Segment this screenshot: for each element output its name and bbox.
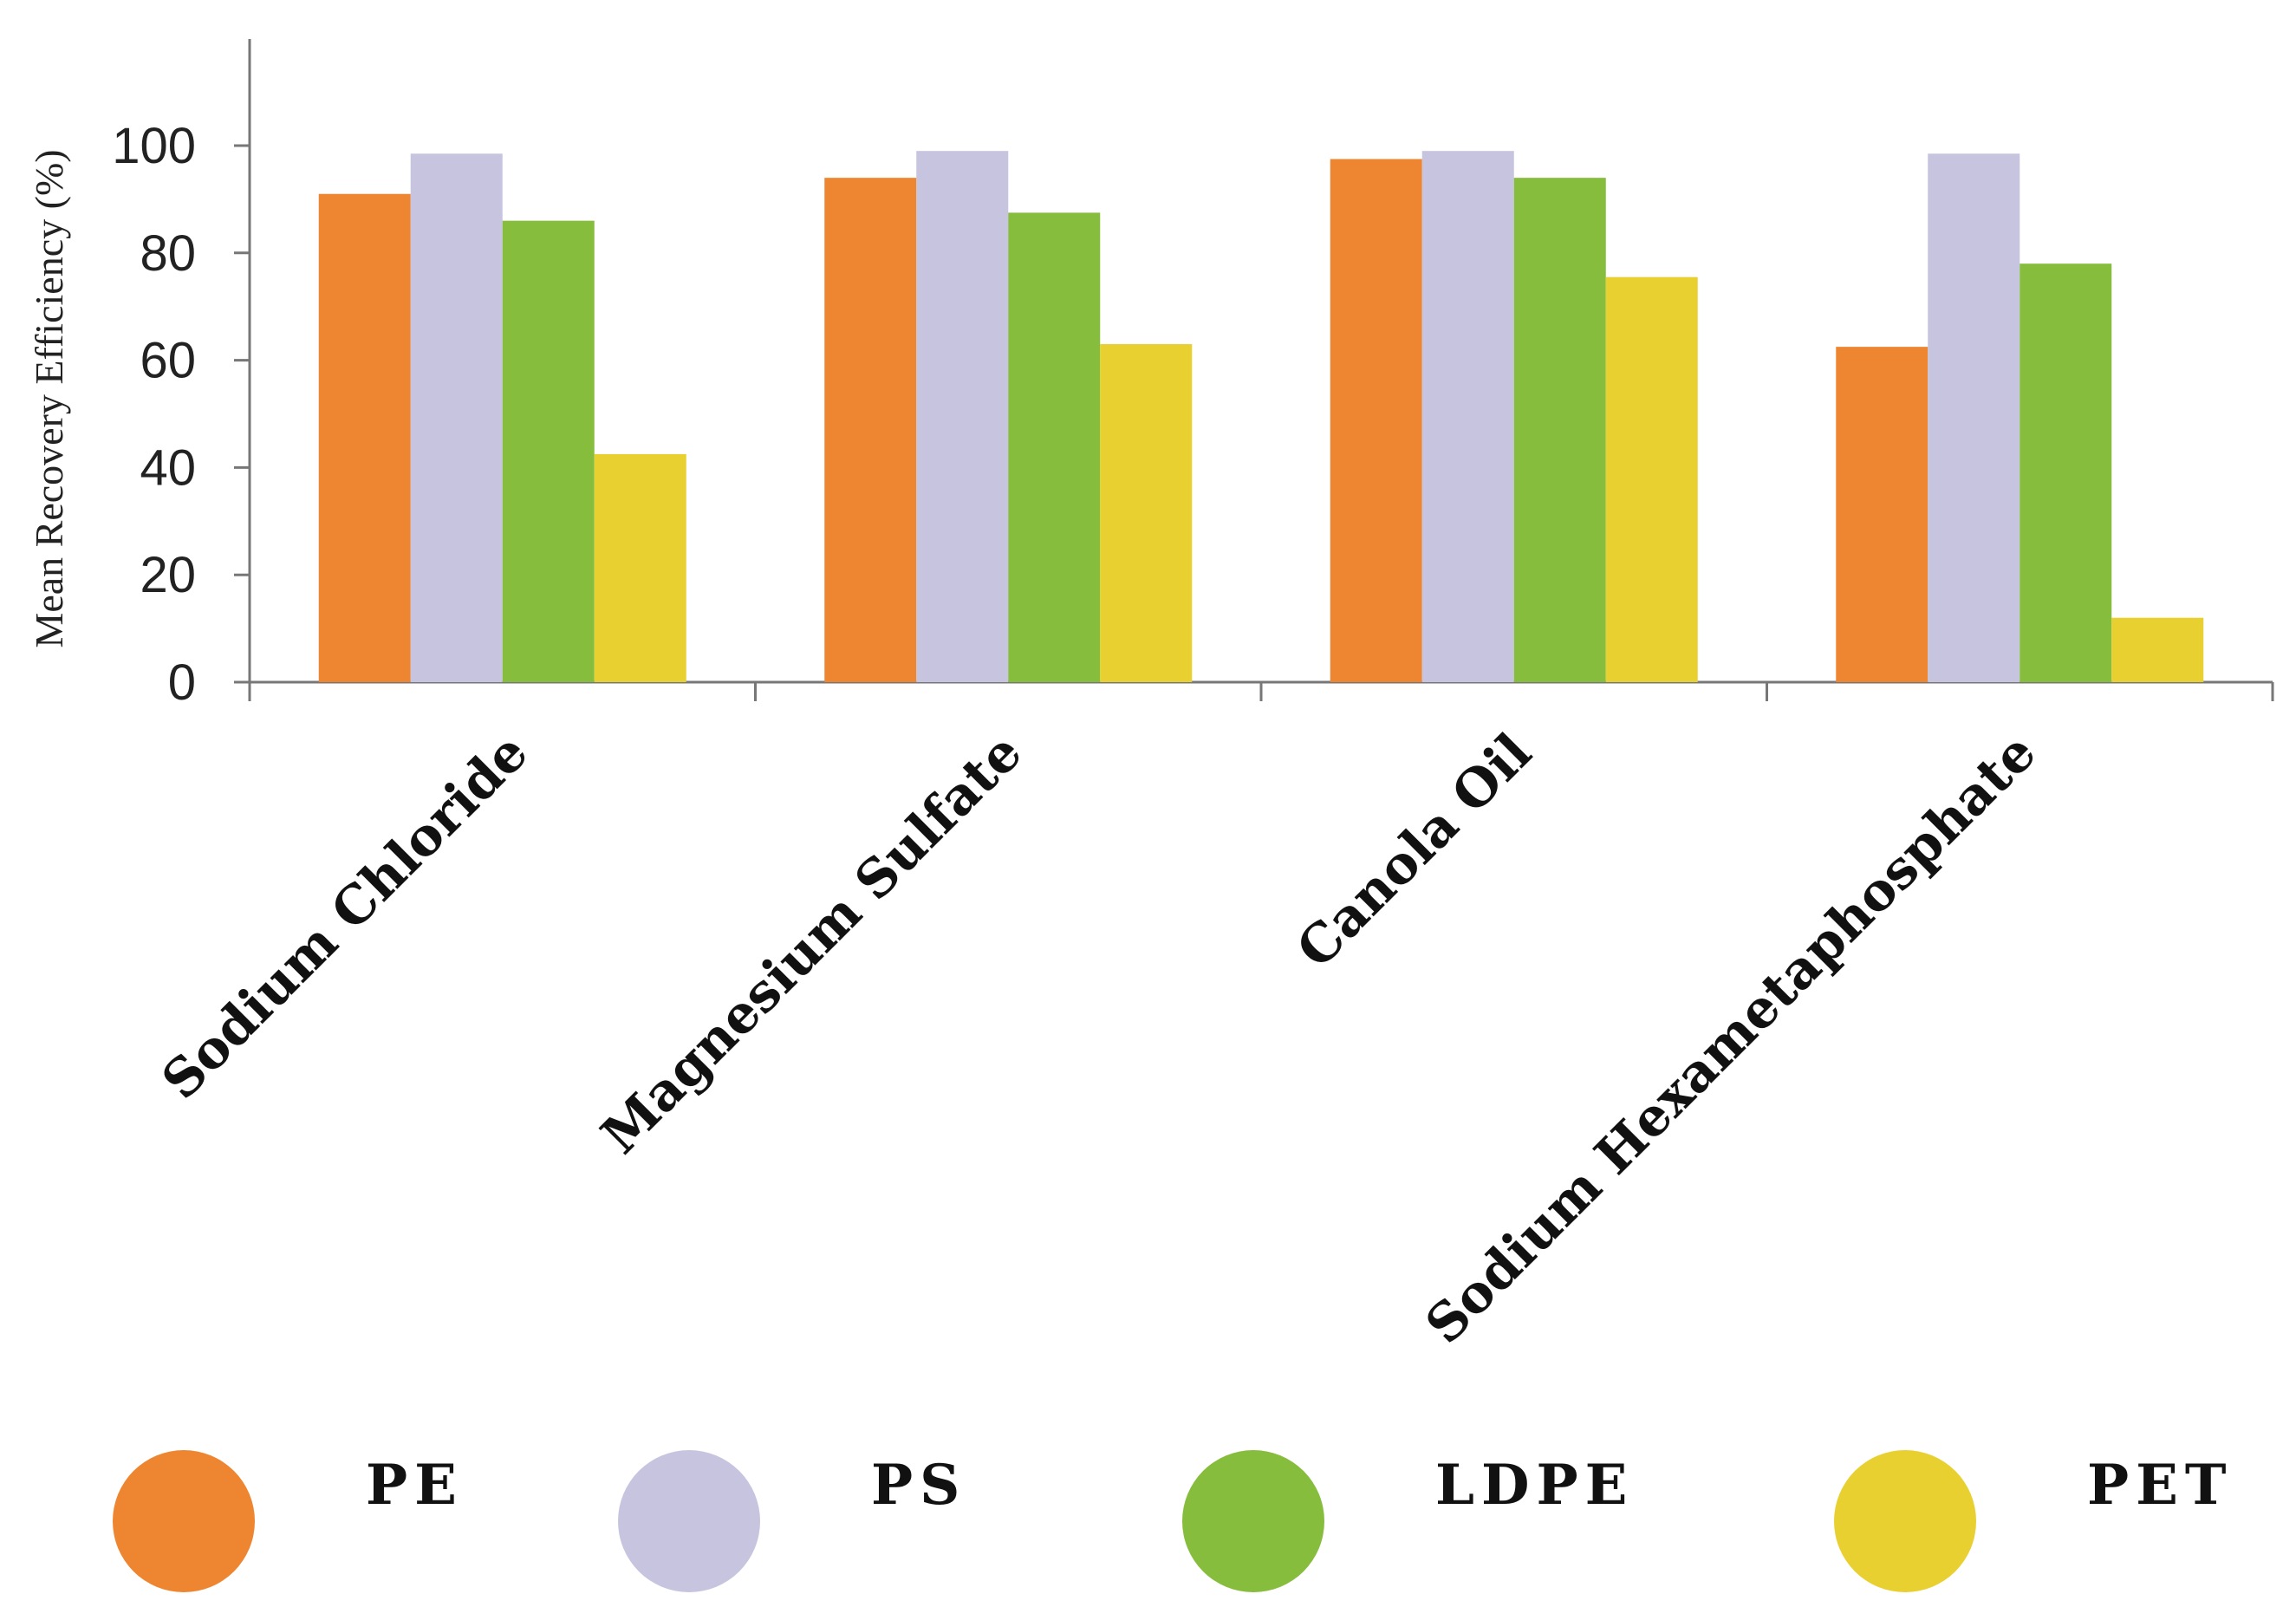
bar-pet-0	[594, 453, 686, 682]
bar-ps-1	[916, 151, 1009, 682]
legend-label-ps: PS	[871, 1453, 966, 1518]
category-label: Sodium Hexametaphosphate	[1415, 722, 2048, 1356]
bar-pet-1	[1100, 344, 1193, 682]
y-tick-label: 100	[112, 118, 196, 174]
y-tick-label: 80	[140, 225, 196, 282]
bar-pet-2	[1605, 277, 1698, 682]
bar-ldpe-2	[1513, 178, 1606, 682]
y-tick-label: 20	[140, 547, 196, 603]
category-labels: Sodium Chloride Magnesium Sulfate Canola O…	[151, 722, 2048, 1356]
legend-swatch-ldpe	[1182, 1450, 1324, 1592]
y-ticks: 0 20 40 60 80 100	[112, 118, 250, 711]
legend-swatch-pe	[113, 1450, 255, 1592]
bar-ps-0	[410, 153, 503, 682]
bars	[318, 151, 2204, 683]
bar-ps-3	[1928, 153, 2020, 682]
bar-ldpe-0	[502, 220, 595, 682]
bar-pe-0	[318, 193, 411, 682]
bar-pe-3	[1836, 347, 1929, 682]
y-tick-label: 60	[140, 333, 196, 389]
category-label: Magnesium Sulfate	[590, 722, 1034, 1166]
legend-swatch-pet	[1834, 1450, 1976, 1592]
y-tick-label: 0	[168, 654, 196, 711]
bar-pet-3	[2111, 617, 2204, 682]
legend: PE PS LDPE PET	[113, 1450, 2234, 1592]
bar-ldpe-1	[1008, 212, 1101, 682]
legend-label-pe: PE	[366, 1453, 464, 1518]
legend-swatch-ps	[618, 1450, 760, 1592]
y-axis-title: Mean Recovery Efficiency (%)	[27, 149, 71, 647]
category-label: Canola Oil	[1285, 722, 1543, 979]
bar-pe-1	[824, 178, 917, 682]
category-label: Sodium Chloride	[151, 722, 540, 1111]
x-tick-marks	[248, 682, 2274, 701]
legend-label-pet: PET	[2087, 1453, 2234, 1518]
y-tick-label: 40	[140, 439, 196, 496]
legend-label-ldpe: LDPE	[1435, 1453, 1634, 1518]
bar-pe-2	[1330, 159, 1422, 683]
bar-ldpe-3	[2020, 263, 2112, 682]
bar-ps-2	[1421, 151, 1514, 682]
